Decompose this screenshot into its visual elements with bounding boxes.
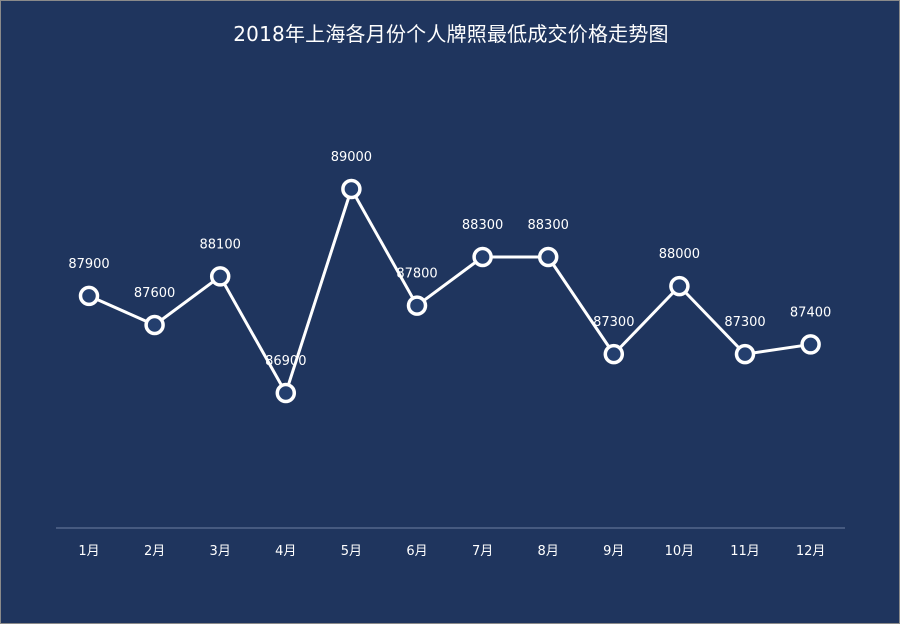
data-point-marker <box>275 382 297 404</box>
x-tick-label: 5月 <box>341 544 362 559</box>
data-markers <box>78 178 821 404</box>
data-point-marker <box>209 266 231 287</box>
data-value-label: 87300 <box>593 315 634 330</box>
data-value-label: 89000 <box>331 150 372 165</box>
data-labels: 87900 87600 88100 86900 89000 87800 88300 88300… <box>68 150 831 369</box>
data-value-label: 86900 <box>265 354 306 369</box>
data-value-label: 87800 <box>396 267 437 282</box>
x-tick-label: 6月 <box>406 544 427 559</box>
x-tick-label: 11月 <box>730 544 760 559</box>
x-tick-label: 9月 <box>603 544 624 559</box>
data-value-label: 88300 <box>462 218 503 233</box>
x-tick-label: 10月 <box>665 544 695 559</box>
x-tick-label: 2月 <box>144 544 165 559</box>
x-tick-label: 12月 <box>796 544 826 559</box>
data-value-label: 87600 <box>134 286 175 301</box>
data-point-marker <box>341 178 362 200</box>
x-tick-label: 4月 <box>275 544 296 559</box>
data-value-label: 87300 <box>724 315 765 330</box>
data-point-marker <box>603 343 625 365</box>
x-tick-label: 1月 <box>78 544 99 559</box>
data-point-marker <box>406 295 428 316</box>
data-value-label: 88000 <box>659 247 700 262</box>
data-point-marker <box>669 275 690 297</box>
data-value-label: 87400 <box>790 305 831 320</box>
data-value-label: 88100 <box>200 237 241 252</box>
data-point-marker <box>472 246 493 268</box>
data-value-label: 87900 <box>68 257 109 272</box>
series-line <box>88 187 811 395</box>
x-tick-label: 3月 <box>210 544 231 559</box>
data-point-marker <box>78 285 100 307</box>
data-value-label: 88300 <box>528 218 569 233</box>
data-point-marker <box>800 334 821 355</box>
data-point-marker <box>537 246 559 268</box>
x-tick-label: 7月 <box>472 544 493 559</box>
x-tick-label: 8月 <box>538 544 559 559</box>
data-point-marker <box>734 343 756 365</box>
data-point-marker <box>144 314 165 336</box>
chart-title: 2018年上海各月份个人牌照最低成交价格走势图 <box>233 22 669 46</box>
x-axis-tick-labels: 1月 2月 3月 4月 5月 6月 7月 8月 9月 10月 11月 12月 <box>78 544 825 559</box>
